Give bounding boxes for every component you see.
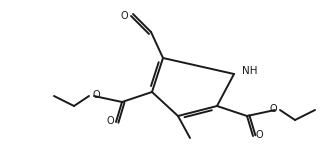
Text: O: O bbox=[255, 130, 263, 140]
Text: O: O bbox=[269, 104, 277, 114]
Text: O: O bbox=[92, 90, 100, 100]
Text: O: O bbox=[120, 11, 128, 21]
Text: NH: NH bbox=[242, 66, 257, 76]
Text: O: O bbox=[107, 116, 114, 126]
